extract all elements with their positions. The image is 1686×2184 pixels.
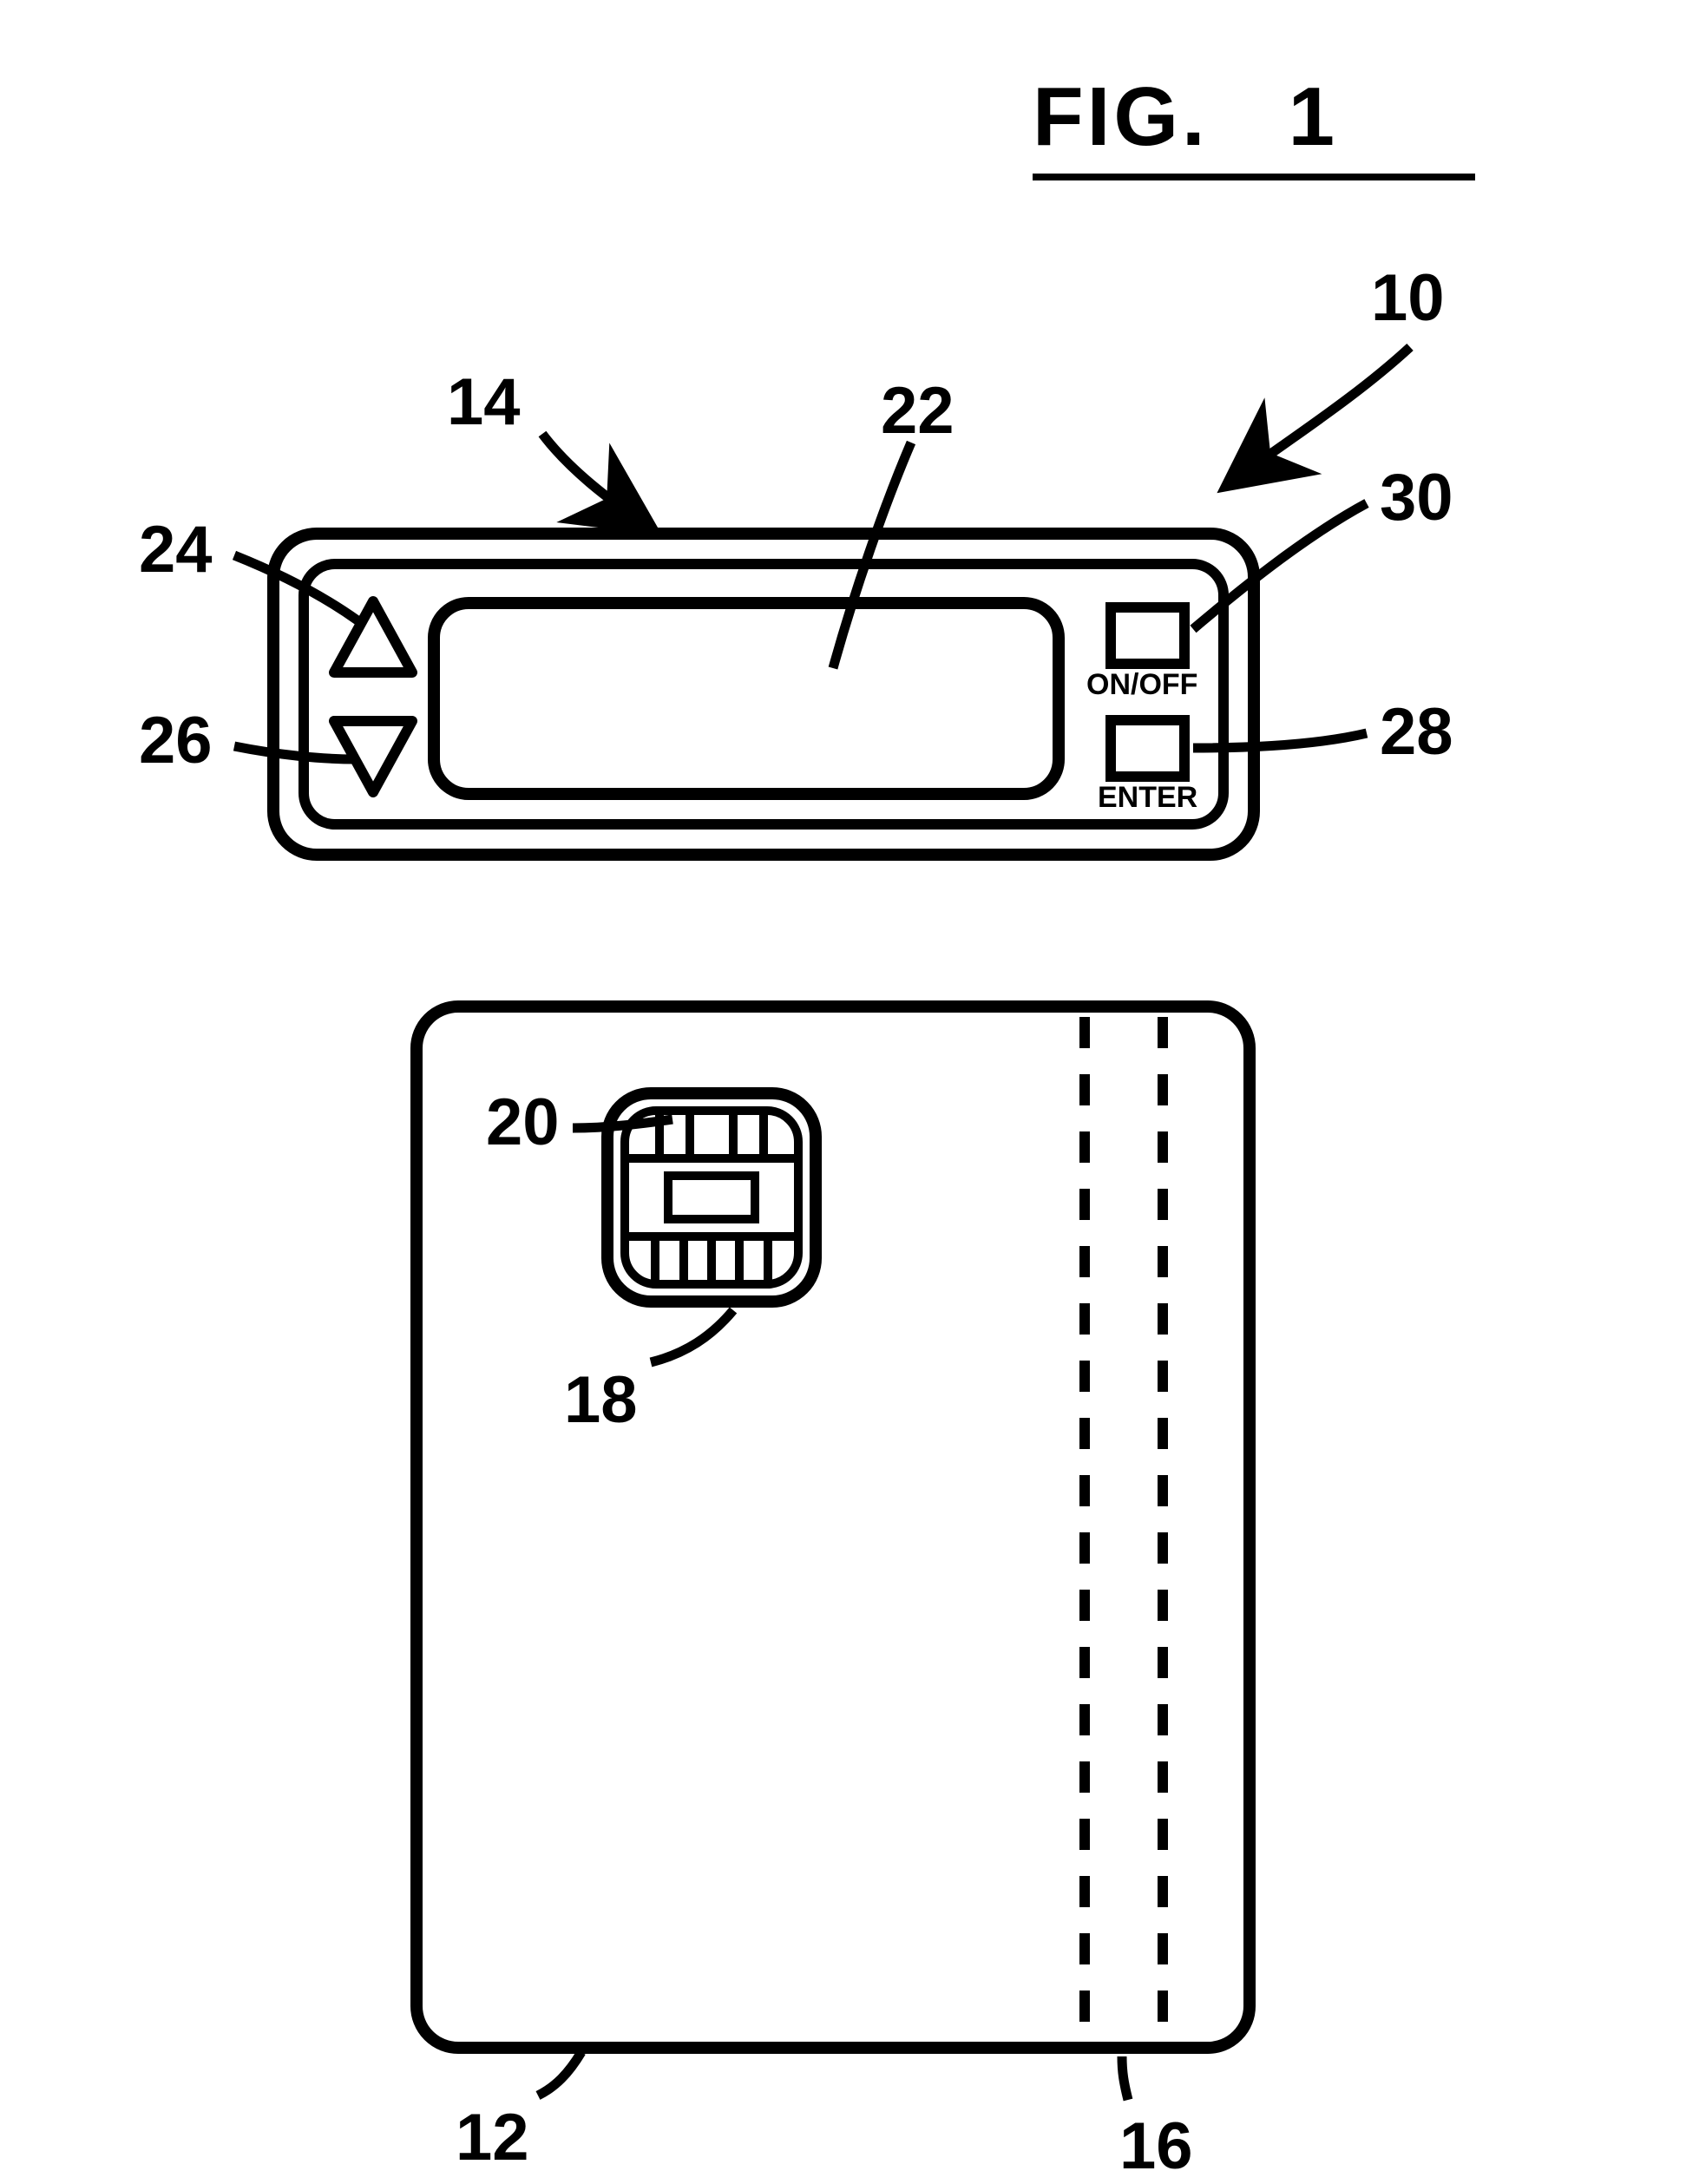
enter-button[interactable] bbox=[1111, 720, 1184, 777]
enter-label: ENTER bbox=[1098, 781, 1197, 815]
reader-screen bbox=[434, 603, 1059, 794]
onoff-button[interactable] bbox=[1111, 607, 1184, 664]
ref-14: 14 bbox=[447, 364, 521, 440]
chip-center-pad bbox=[668, 1176, 755, 1219]
ref-24: 24 bbox=[139, 512, 213, 587]
ref-18: 18 bbox=[564, 1362, 638, 1438]
figure-canvas: { "figure": { "title_prefix": "FIG.", "t… bbox=[0, 0, 1686, 2135]
ref-16: 16 bbox=[1119, 2109, 1193, 2184]
leader-18 bbox=[651, 1310, 733, 1362]
card-body bbox=[417, 1007, 1250, 2048]
ref-28: 28 bbox=[1380, 694, 1453, 770]
leader-30 bbox=[1193, 503, 1367, 629]
onoff-label: ON/OFF bbox=[1086, 668, 1197, 702]
ref-22: 22 bbox=[881, 373, 955, 449]
leader-12 bbox=[538, 2052, 581, 2095]
ref-30: 30 bbox=[1380, 460, 1453, 535]
ref-20: 20 bbox=[486, 1085, 560, 1160]
ref-26: 26 bbox=[139, 703, 213, 778]
leader-22 bbox=[833, 443, 911, 668]
ref-10: 10 bbox=[1371, 260, 1445, 336]
leader-26 bbox=[234, 746, 356, 759]
leader-14 bbox=[542, 434, 646, 525]
ref-12: 12 bbox=[456, 2100, 529, 2175]
leader-16 bbox=[1122, 2056, 1128, 2100]
